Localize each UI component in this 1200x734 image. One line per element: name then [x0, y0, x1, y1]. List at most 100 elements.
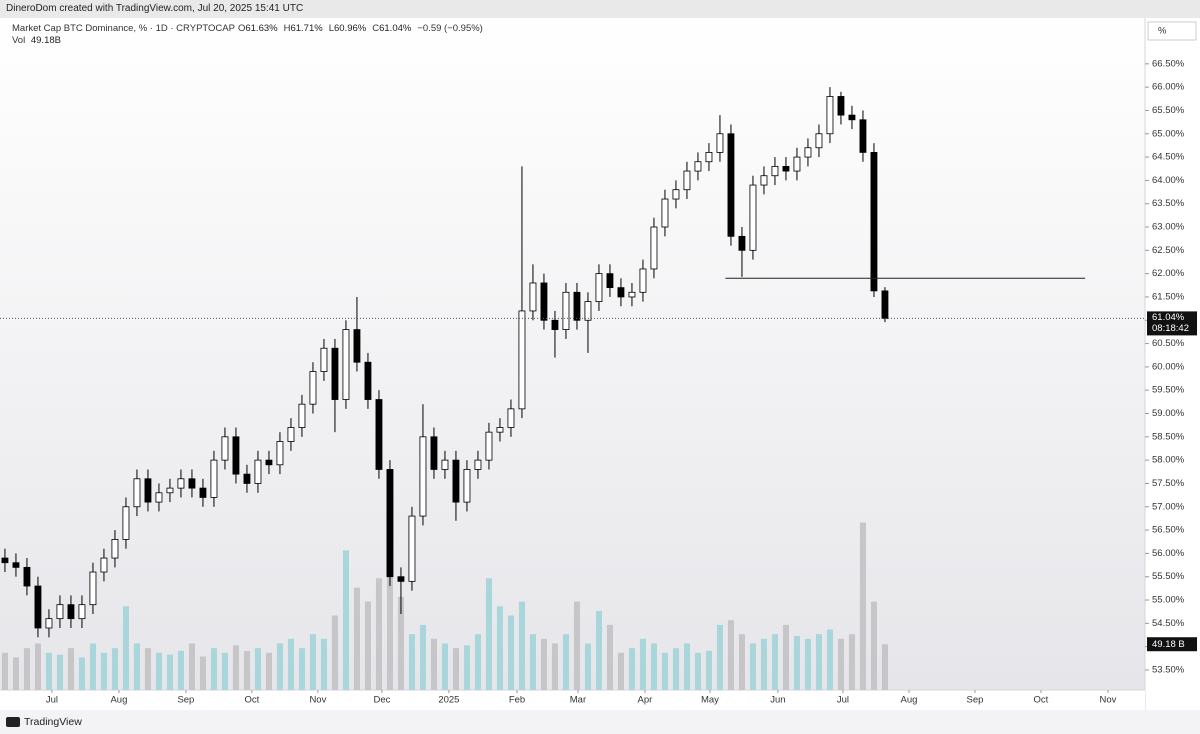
volume-bar — [397, 596, 404, 690]
volume-bar — [562, 634, 569, 690]
candle-body — [771, 166, 779, 177]
candle-body — [716, 133, 724, 153]
volume-bar — [617, 652, 624, 690]
x-tick-label: Apr — [638, 695, 653, 706]
candle-body — [188, 478, 196, 489]
candle-body — [694, 161, 702, 172]
volume-bar — [188, 643, 195, 690]
candle-body — [34, 585, 42, 629]
volume-bar — [694, 652, 701, 690]
volume-bar — [364, 601, 371, 690]
candle-body — [177, 478, 185, 489]
volume-bar — [639, 638, 646, 690]
candle-body — [837, 96, 845, 116]
candle-body — [452, 459, 460, 503]
candle-body — [793, 156, 801, 172]
volume-bar — [243, 650, 250, 690]
candle-body — [496, 427, 504, 433]
candle-body — [375, 399, 383, 470]
x-tick-label: Oct — [245, 695, 260, 706]
candle-body — [243, 473, 251, 484]
volume-bar — [529, 634, 536, 690]
legend-key: O — [237, 23, 246, 34]
candle-body — [859, 119, 867, 153]
volume-bar — [628, 648, 635, 690]
candle-body — [518, 310, 526, 410]
volume-bar — [232, 645, 239, 690]
y-tick-label: 58.50% — [1152, 431, 1185, 442]
volume-title: Vol — [12, 35, 26, 46]
y-tick-label: 57.00% — [1152, 501, 1185, 512]
candle-body — [661, 198, 669, 228]
candle-body — [606, 273, 614, 289]
candle-body — [595, 273, 603, 303]
y-tick-label: 63.00% — [1152, 222, 1185, 233]
price-label-box — [1147, 311, 1197, 336]
volume-bar — [606, 624, 613, 690]
volume-bar — [804, 638, 811, 690]
volume-bar — [111, 648, 118, 690]
x-tick-label: Nov — [1099, 695, 1116, 706]
volume-bar — [650, 643, 657, 690]
candle-body — [56, 604, 64, 620]
candle-body — [430, 436, 438, 470]
volume-bar — [166, 654, 173, 690]
volume-bar — [848, 634, 855, 690]
volume-bar — [419, 624, 426, 690]
candle-body — [166, 487, 174, 494]
volume-bar — [254, 648, 261, 690]
candle-body — [826, 96, 834, 135]
candle-body — [782, 166, 790, 172]
volume-bar — [782, 624, 789, 690]
volume-bar — [320, 638, 327, 690]
x-tick-label: Mar — [570, 695, 586, 706]
candle-body — [265, 459, 273, 466]
legend-value: 61.04% — [379, 23, 412, 34]
volume-bar — [518, 601, 525, 690]
y-tick-label: 56.50% — [1152, 525, 1185, 536]
volume-bar — [683, 643, 690, 690]
volume-layer — [1, 522, 888, 690]
candle-body — [672, 189, 680, 200]
time-axis — [0, 690, 1145, 710]
candle-body — [320, 347, 328, 372]
volume-bar — [716, 624, 723, 690]
change: −0.59 (−0.95%) — [417, 23, 483, 34]
candle-body — [1, 557, 9, 564]
volume-bar — [584, 643, 591, 690]
volume-bar — [287, 638, 294, 690]
volume-bar — [177, 650, 184, 690]
volume-bar — [408, 634, 415, 690]
volume-bar — [881, 644, 888, 690]
volume-bar — [1, 652, 8, 690]
unit-box[interactable] — [1147, 21, 1197, 41]
candle-body — [727, 133, 735, 237]
volume-bar — [573, 601, 580, 690]
candle-body — [650, 226, 658, 270]
candle-body — [331, 347, 339, 400]
volume-bar — [441, 643, 448, 690]
y-tick-label: 56.00% — [1152, 548, 1185, 559]
x-tick-label: Jun — [770, 695, 785, 706]
volume-bar — [595, 610, 602, 690]
volume-bar — [23, 648, 30, 690]
candle-body — [287, 427, 295, 442]
candle-body — [386, 469, 394, 578]
candle-body — [474, 459, 482, 470]
candle-body — [45, 618, 53, 629]
candle-body — [23, 566, 31, 587]
y-tick-label: 65.50% — [1152, 105, 1185, 116]
x-tick-label: Feb — [509, 695, 525, 706]
candle-body — [441, 459, 449, 470]
candle-body — [551, 319, 559, 330]
volume-bar — [133, 643, 140, 690]
volume-bar — [474, 634, 481, 690]
candle-body — [122, 506, 130, 540]
volume-bar — [771, 634, 778, 690]
volume-bar — [45, 652, 52, 690]
candle-body — [507, 408, 515, 428]
volume-bar — [276, 643, 283, 690]
candle-body — [353, 329, 361, 363]
footer: TradingView — [0, 710, 1200, 734]
y-tick-label: 65.00% — [1152, 128, 1185, 139]
